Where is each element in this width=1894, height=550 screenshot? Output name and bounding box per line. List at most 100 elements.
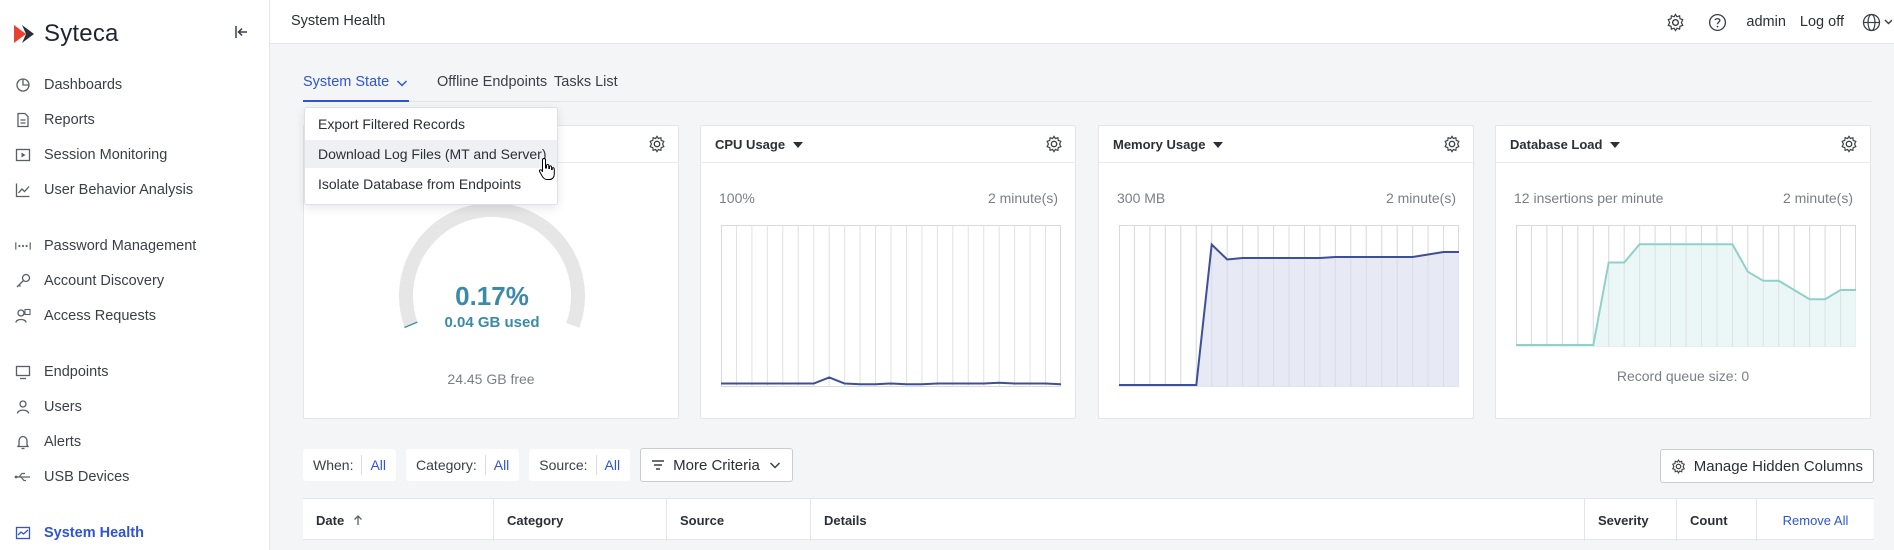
- manage-hidden-columns-label: Manage Hidden Columns: [1693, 457, 1863, 475]
- brand-logo[interactable]: Syteca: [12, 20, 119, 48]
- filter-lines-icon: [652, 460, 665, 470]
- column-header-details[interactable]: Details: [810, 499, 1584, 541]
- chart-series-line: [721, 376, 1061, 386]
- collapse-left-icon: [235, 26, 247, 38]
- filter-label: When:: [313, 457, 354, 473]
- sidebar-item-label: Session Monitoring: [44, 147, 168, 163]
- sidebar-item-label: Reports: [44, 112, 95, 128]
- sidebar: Syteca Dashboards Reports Session Monito…: [0, 0, 270, 550]
- card-settings-gear-icon[interactable]: [1045, 135, 1063, 153]
- tab-offline-endpoints[interactable]: Offline Endpoints: [437, 74, 547, 102]
- sidebar-item-password-management[interactable]: Password Management: [0, 230, 270, 262]
- chart-scale: 100%: [719, 190, 755, 206]
- column-label: Date: [316, 512, 345, 528]
- password-dots-icon: [14, 237, 32, 255]
- sidebar-item-usb-devices[interactable]: USB Devices: [0, 461, 270, 493]
- hand-pointer-cursor-icon: [538, 157, 555, 180]
- chart-period: 2 minute(s): [1782, 190, 1853, 206]
- card-header: Database Load: [1496, 126, 1870, 163]
- sidebar-item-label: Password Management: [44, 238, 197, 254]
- filter-when[interactable]: When: All: [303, 449, 397, 481]
- column-header-category[interactable]: Category: [493, 499, 666, 541]
- filter-value: All: [493, 457, 510, 473]
- usb-icon: [14, 468, 32, 486]
- more-criteria-button[interactable]: More Criteria: [640, 448, 793, 482]
- filter-value: All: [604, 457, 621, 473]
- column-label: Details: [824, 512, 867, 528]
- disk-gauge: [399, 203, 585, 329]
- sidebar-item-dashboards[interactable]: Dashboards: [0, 69, 270, 101]
- chevron-down-icon: [397, 80, 408, 87]
- filter-separator: [361, 455, 363, 475]
- collapse-sidebar-button[interactable]: [232, 22, 252, 42]
- filter-category[interactable]: Category: All: [406, 449, 520, 481]
- manage-hidden-columns-button[interactable]: Manage Hidden Columns: [1659, 449, 1874, 483]
- chart-series-line: [1516, 243, 1856, 346]
- tab-label: Tasks List: [554, 74, 618, 90]
- gear-icon: [1671, 458, 1685, 474]
- card-settings-gear-icon[interactable]: [648, 135, 666, 153]
- sidebar-item-label: Endpoints: [44, 364, 109, 380]
- database-load-card: Database Load 12 insertions per minute 2…: [1495, 125, 1871, 419]
- gauge-fill: [404, 321, 418, 329]
- menu-item-export-filtered-records[interactable]: Export Filtered Records: [318, 116, 466, 132]
- tab-tasks-list[interactable]: Tasks List: [554, 74, 618, 102]
- sidebar-item-users[interactable]: Users: [0, 391, 270, 423]
- top-bar-actions: admin Log off: [1664, 0, 1894, 44]
- card-header: Memory Usage: [1099, 126, 1473, 163]
- remove-all-link[interactable]: Remove All: [1782, 512, 1849, 528]
- tab-label: Offline Endpoints: [437, 74, 548, 90]
- card-title: Memory Usage: [1113, 137, 1206, 152]
- filter-separator: [484, 455, 486, 475]
- disk-free: 24.45 GB free: [447, 371, 535, 387]
- card-settings-gear-icon[interactable]: [1840, 135, 1858, 153]
- tab-label: System State: [303, 74, 390, 90]
- pie-chart-icon: [14, 76, 32, 94]
- key-icon: [14, 272, 32, 290]
- card-settings-gear-icon[interactable]: [1443, 135, 1461, 153]
- help-icon[interactable]: [1706, 11, 1728, 33]
- sidebar-item-access-requests[interactable]: Access Requests: [0, 300, 270, 332]
- caret-down-icon: [793, 141, 804, 148]
- sidebar-item-alerts[interactable]: Alerts: [0, 426, 270, 458]
- user-icon: [14, 398, 32, 416]
- sidebar-item-label: Account Discovery: [44, 273, 165, 289]
- sidebar-item-reports[interactable]: Reports: [0, 104, 270, 136]
- chart-series-line: [1119, 242, 1459, 386]
- sidebar-item-system-health[interactable]: System Health: [0, 517, 270, 549]
- column-header-count[interactable]: Count: [1676, 499, 1756, 541]
- sidebar-item-endpoints[interactable]: Endpoints: [0, 356, 270, 388]
- chart-period: 2 minute(s): [1385, 190, 1456, 206]
- tabs-bar: System State Offline Endpoints Tasks Lis…: [303, 74, 1872, 102]
- filters-bar: When: All Category: All Source: All More…: [303, 448, 793, 482]
- sidebar-item-label: Dashboards: [44, 77, 123, 93]
- database-load-chart: [1516, 225, 1856, 347]
- gauge-track: [399, 203, 585, 328]
- table-header: Date Category Source Details Severity Co…: [303, 498, 1874, 541]
- cpu-usage-dropdown[interactable]: CPU Usage: [715, 137, 804, 152]
- current-user-link[interactable]: admin: [1746, 14, 1786, 30]
- column-header-source[interactable]: Source: [666, 499, 810, 541]
- sidebar-item-label: Users: [44, 399, 82, 415]
- log-off-link[interactable]: Log off: [1799, 14, 1844, 30]
- memory-usage-dropdown[interactable]: Memory Usage: [1113, 137, 1224, 152]
- tab-system-state[interactable]: System State: [303, 74, 410, 102]
- remove-all-column: Remove All: [1756, 499, 1874, 541]
- sidebar-item-session-monitoring[interactable]: Session Monitoring: [0, 139, 270, 171]
- brand-name: Syteca: [44, 20, 119, 47]
- database-load-dropdown[interactable]: Database Load: [1510, 137, 1621, 152]
- filter-label: Category:: [416, 457, 477, 473]
- menu-item-download-log-files[interactable]: Download Log Files (MT and Server): [305, 140, 557, 168]
- column-header-severity[interactable]: Severity: [1584, 499, 1676, 541]
- menu-item-isolate-database[interactable]: Isolate Database from Endpoints: [318, 176, 522, 192]
- top-bar: System Health admin Log off: [270, 0, 1894, 44]
- card-title: Database Load: [1510, 137, 1603, 152]
- column-header-date[interactable]: Date: [303, 499, 493, 541]
- sidebar-item-user-behavior-analysis[interactable]: User Behavior Analysis: [0, 174, 270, 206]
- settings-gear-icon[interactable]: [1664, 11, 1686, 33]
- sidebar-item-account-discovery[interactable]: Account Discovery: [0, 265, 270, 297]
- filter-source[interactable]: Source: All: [529, 449, 631, 481]
- language-globe-icon[interactable]: [1862, 11, 1894, 33]
- caret-down-icon: [1213, 141, 1224, 148]
- bell-icon: [14, 433, 32, 451]
